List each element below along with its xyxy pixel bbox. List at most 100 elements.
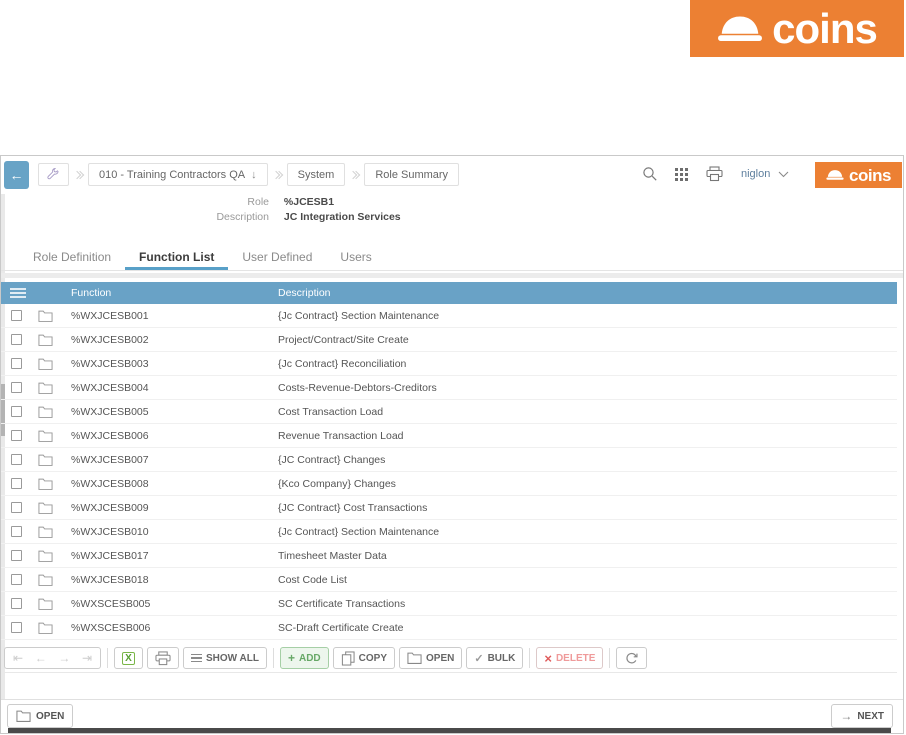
export-excel-button[interactable]: X [114, 647, 143, 669]
prev-page-icon[interactable]: ← [34, 651, 47, 665]
coins-logo-large: coins [690, 0, 904, 57]
description-cell: {Jc Contract} Reconciliation [278, 358, 407, 370]
function-cell: %WXJCESB004 [71, 382, 149, 394]
description-cell: SC-Draft Certificate Create [278, 622, 404, 634]
hard-hat-icon [717, 14, 763, 44]
footer-next-button[interactable]: → NEXT [831, 704, 893, 728]
row-checkbox[interactable] [11, 382, 22, 393]
first-page-icon[interactable]: ⇤ [13, 651, 24, 665]
row-checkbox[interactable] [11, 598, 22, 609]
folder-icon[interactable] [38, 549, 53, 563]
copy-button[interactable]: COPY [332, 647, 395, 669]
function-cell: %WXJCESB002 [71, 334, 149, 346]
header-bar: ← 010 - Training Contractors QA ↓ System [1, 156, 903, 194]
table-row[interactable]: %WXJCESB008 {Kco Company} Changes [1, 472, 897, 496]
table-row[interactable]: %WXJCESB004 Costs-Revenue-Debtors-Credit… [1, 376, 897, 400]
chevron-down-icon [778, 171, 789, 178]
folder-icon[interactable] [38, 525, 53, 539]
function-cell: %WXJCESB006 [71, 430, 149, 442]
folder-icon[interactable] [38, 477, 53, 491]
table-row[interactable]: %WXJCESB005 Cost Transaction Load [1, 400, 897, 424]
copy-icon [341, 650, 355, 666]
plus-icon: + [287, 651, 295, 665]
tab-function-list[interactable]: Function List [125, 244, 229, 270]
breadcrumb-item-system[interactable]: System [286, 163, 346, 186]
apps-grid-icon[interactable] [673, 165, 691, 183]
folder-icon[interactable] [38, 573, 53, 587]
row-checkbox[interactable] [11, 406, 22, 417]
check-icon: ✓ [474, 652, 484, 665]
table-row[interactable]: %WXJCESB003 {Jc Contract} Reconciliation [1, 352, 897, 376]
table-row[interactable]: %WXSCESB005 SC Certificate Transactions [1, 592, 897, 616]
tab-bar: Role Definition Function List User Defin… [1, 244, 903, 271]
tab-users[interactable]: Users [340, 250, 372, 264]
header-actions: niglon [641, 165, 789, 183]
refresh-button[interactable] [616, 647, 648, 669]
role-label: Role [247, 196, 269, 208]
show-all-button[interactable]: SHOW ALL [183, 647, 267, 669]
folder-icon[interactable] [38, 621, 53, 635]
tab-user-defined[interactable]: User Defined [242, 250, 313, 264]
left-scrollbar-thumb[interactable] [1, 384, 5, 436]
table-row[interactable]: %WXJCESB018 Cost Code List [1, 568, 897, 592]
row-checkbox[interactable] [11, 574, 22, 585]
table-row[interactable]: %WXJCESB006 Revenue Transaction Load [1, 424, 897, 448]
breadcrumb-item-company[interactable]: 010 - Training Contractors QA ↓ [88, 163, 268, 186]
row-checkbox[interactable] [11, 358, 22, 369]
user-menu[interactable]: niglon [741, 168, 789, 180]
row-checkbox[interactable] [11, 430, 22, 441]
function-cell: %WXJCESB008 [71, 478, 149, 490]
description-cell: Cost Transaction Load [278, 406, 384, 418]
row-checkbox[interactable] [11, 310, 22, 321]
toolbar-divider [529, 648, 531, 668]
row-checkbox[interactable] [11, 334, 22, 345]
row-checkbox[interactable] [11, 622, 22, 633]
description-cell: Cost Code List [278, 574, 347, 586]
table-row[interactable]: %WXSCESB006 SC-Draft Certificate Create [1, 616, 897, 640]
row-checkbox[interactable] [11, 526, 22, 537]
table-row[interactable]: %WXJCESB009 {JC Contract} Cost Transacti… [1, 496, 897, 520]
row-checkbox[interactable] [11, 550, 22, 561]
print-button[interactable] [147, 647, 179, 669]
delete-label: DELETE [555, 652, 596, 664]
row-checkbox[interactable] [11, 502, 22, 513]
folder-icon[interactable] [38, 597, 53, 611]
table-row[interactable]: %WXJCESB001 {Jc Contract} Section Mainte… [1, 304, 897, 328]
delete-button[interactable]: × DELETE [536, 647, 604, 669]
table-row[interactable]: %WXJCESB017 Timesheet Master Data [1, 544, 897, 568]
folder-icon[interactable] [38, 405, 53, 419]
folder-icon[interactable] [38, 381, 53, 395]
folder-icon[interactable] [38, 333, 53, 347]
folder-icon[interactable] [38, 309, 53, 323]
add-button[interactable]: + ADD [279, 647, 329, 669]
folder-icon[interactable] [38, 429, 53, 443]
toolbar-divider [272, 648, 274, 668]
user-name: niglon [741, 168, 771, 180]
folder-icon [407, 651, 422, 665]
column-menu-icon[interactable] [10, 288, 26, 298]
row-checkbox[interactable] [11, 478, 22, 489]
breadcrumb-item-role-summary[interactable]: Role Summary [364, 163, 460, 186]
table-row[interactable]: %WXJCESB010 {Jc Contract} Section Mainte… [1, 520, 897, 544]
row-checkbox[interactable] [11, 454, 22, 465]
role-value: %JCESB1 [283, 196, 335, 208]
table-row[interactable]: %WXJCESB002 Project/Contract/Site Create [1, 328, 897, 352]
folder-icon[interactable] [38, 453, 53, 467]
footer-open-button[interactable]: OPEN [7, 704, 74, 728]
print-icon[interactable] [705, 165, 723, 183]
tab-role-definition[interactable]: Role Definition [33, 250, 112, 264]
role-field-row: Role %JCESB1 [1, 196, 334, 209]
next-page-icon[interactable]: → [58, 651, 71, 665]
module-menu-button[interactable] [38, 163, 69, 186]
table-row[interactable]: %WXJCESB007 {JC Contract} Changes [1, 448, 897, 472]
search-icon[interactable] [641, 165, 659, 183]
folder-icon[interactable] [38, 357, 53, 371]
open-button[interactable]: OPEN [399, 647, 463, 669]
back-button[interactable]: ← [4, 161, 29, 189]
bulk-button[interactable]: ✓ BULK [466, 647, 524, 669]
folder-icon[interactable] [38, 501, 53, 515]
left-scrollbar-track[interactable] [1, 194, 5, 699]
breadcrumb: 010 - Training Contractors QA ↓ System R… [38, 163, 460, 186]
last-page-icon[interactable]: ⇥ [81, 651, 92, 665]
pagination-controls: ⇤ ← → ⇥ [4, 647, 101, 669]
